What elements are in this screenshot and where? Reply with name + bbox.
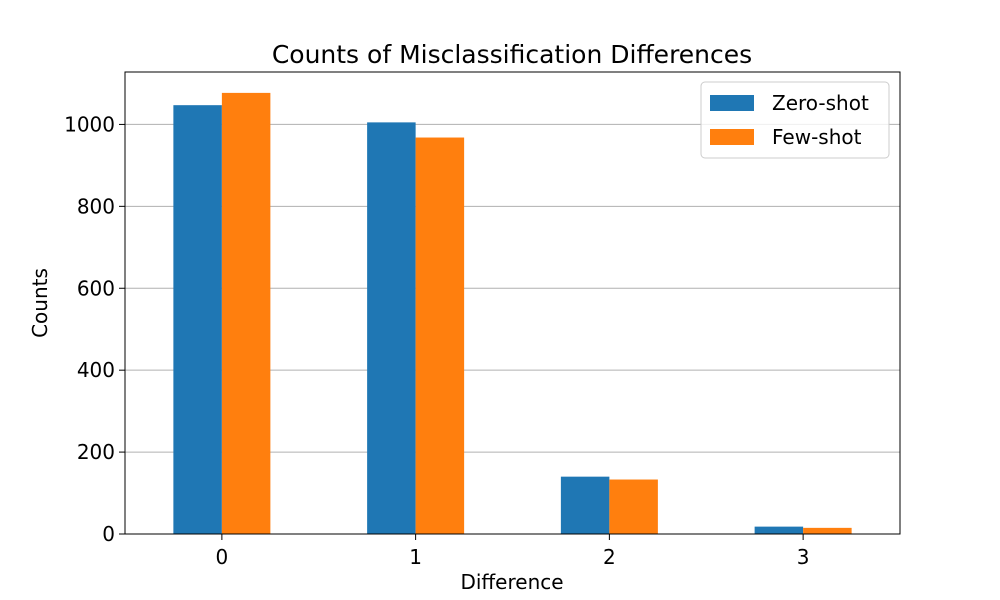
legend-swatch-few-shot	[710, 129, 754, 145]
bar-zero-shot-3	[754, 526, 804, 534]
x-axis: 0 1 2 3	[216, 534, 810, 569]
y-tick-label: 800	[77, 194, 115, 218]
bar-zero-shot-0	[173, 105, 222, 534]
y-axis: 0 200 400 600 800 1000	[64, 112, 125, 546]
bar-zero-shot-2	[560, 476, 610, 534]
chart-title: Counts of Misclassification Differences	[272, 40, 752, 69]
y-tick-label: 400	[77, 358, 115, 382]
bar-few-shot-2	[609, 479, 658, 534]
bars	[173, 92, 852, 535]
y-tick-label: 600	[77, 276, 115, 300]
plot-frame	[124, 71, 901, 535]
bar-few-shot-0	[221, 92, 271, 534]
x-tick-label: 3	[797, 545, 810, 569]
legend-label: Few-shot	[772, 125, 862, 149]
x-tick-label: 0	[216, 545, 229, 569]
bar-zero-shot-1	[367, 122, 416, 535]
legend-swatch-zero-shot	[710, 95, 754, 111]
y-tick-label: 1000	[64, 112, 115, 136]
legend: Zero-shot Few-shot	[700, 81, 890, 159]
x-tick-label: 1	[409, 545, 422, 569]
x-axis-label: Difference	[460, 570, 563, 594]
y-tick-label: 200	[77, 440, 115, 464]
y-axis-label: Counts	[28, 268, 52, 338]
bar-few-shot-3	[803, 527, 852, 534]
bar-few-shot-1	[415, 137, 465, 534]
x-tick-label: 2	[603, 545, 616, 569]
y-tick-label: 0	[102, 522, 115, 546]
legend-label: Zero-shot	[772, 91, 869, 115]
